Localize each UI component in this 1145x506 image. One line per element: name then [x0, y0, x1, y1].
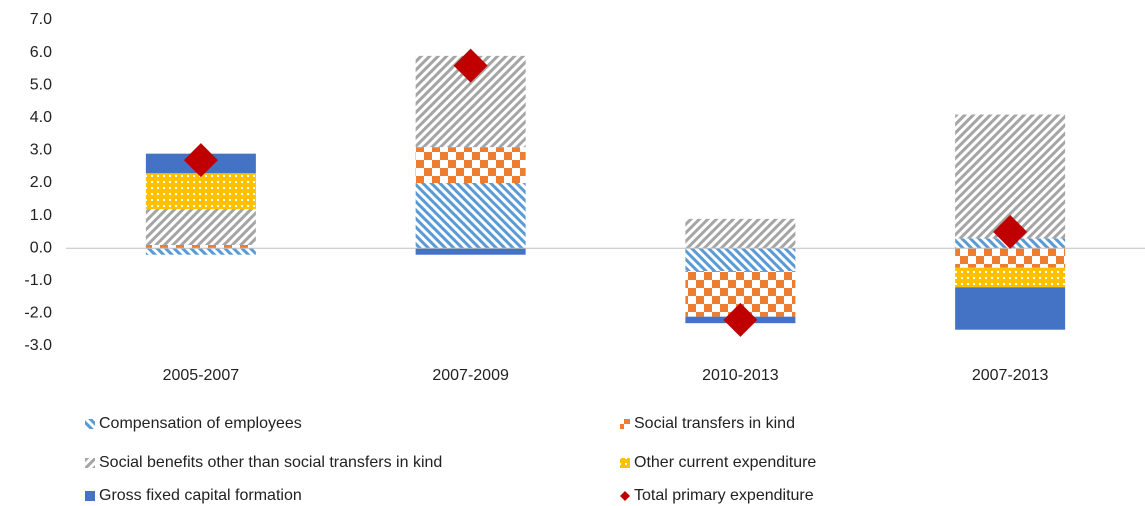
x-tick-label: 2005-2007: [163, 367, 240, 384]
legend-marker: [620, 458, 630, 468]
bar-segment: [415, 147, 526, 183]
legend-marker: [85, 419, 95, 429]
bar-segment: [415, 183, 526, 249]
bar-segment: [145, 173, 256, 210]
legend-marker: [85, 458, 95, 468]
bar-segment: [145, 244, 256, 249]
y-tick-label: 7.0: [30, 11, 52, 28]
y-tick-label: -2.0: [24, 305, 52, 322]
y-tick-label: 5.0: [30, 76, 52, 93]
y-tick-label: -3.0: [24, 337, 52, 354]
legend-label: Social benefits other than social transf…: [99, 454, 442, 471]
legend-marker: [620, 419, 630, 429]
total-marker: [993, 214, 1028, 249]
y-tick-label: 4.0: [30, 109, 52, 126]
bar-segment: [145, 248, 256, 255]
y-tick-label: 6.0: [30, 44, 52, 61]
bar-segment: [685, 248, 796, 272]
legend-marker: [85, 491, 95, 501]
legend-label: Social transfers in kind: [634, 415, 795, 432]
bar-segment: [145, 209, 256, 245]
x-tick-label: 2010-2013: [702, 367, 779, 384]
y-tick-label: 0.0: [30, 239, 52, 256]
bar-segment: [955, 267, 1066, 288]
y-tick-label: 2.0: [30, 174, 52, 191]
total-marker: [723, 302, 758, 337]
x-tick-label: 2007-2013: [972, 367, 1049, 384]
total-marker: [453, 48, 488, 83]
bar-segment: [955, 248, 1066, 268]
x-tick-label: 2007-2009: [432, 367, 509, 384]
legend-label: Other current expenditure: [634, 454, 816, 471]
y-tick-label: -1.0: [24, 272, 52, 289]
bar-segment: [955, 287, 1066, 330]
legend-label: Total primary expenditure: [634, 487, 814, 504]
y-tick-label: 3.0: [30, 142, 52, 159]
total-marker: [183, 143, 218, 178]
y-tick-label: 1.0: [30, 207, 52, 224]
legend-label: Gross fixed capital formation: [99, 487, 302, 504]
legend-label: Compensation of employees: [99, 415, 302, 432]
bar-segment: [685, 218, 796, 249]
bar-segment: [415, 248, 526, 255]
legend-marker: [620, 491, 630, 501]
